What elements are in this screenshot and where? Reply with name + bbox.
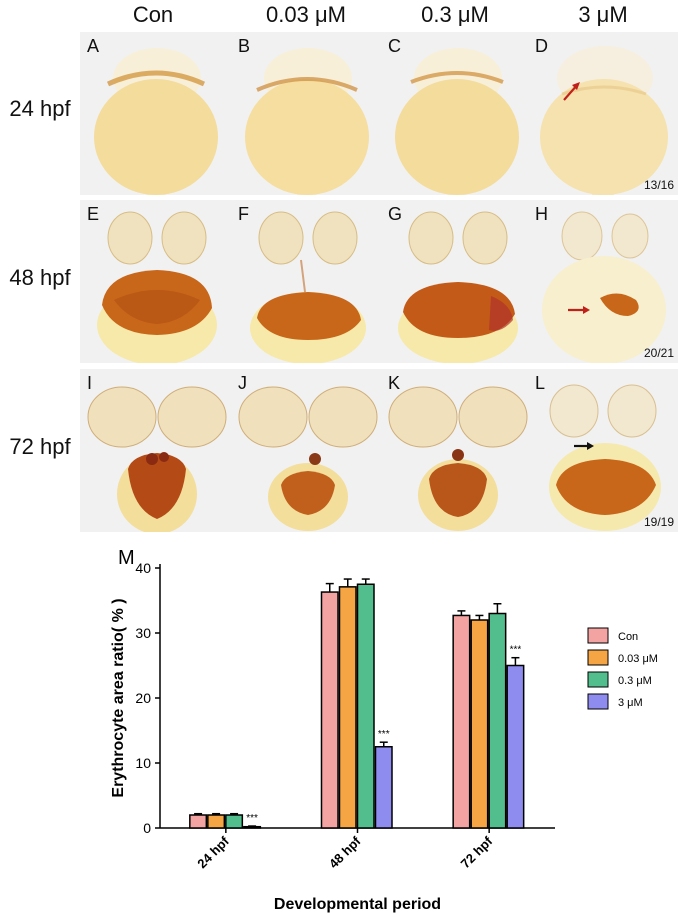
column-label-3: 3 μM — [578, 2, 628, 27]
column-label-0-03: 0.03 μM — [266, 2, 346, 27]
panel-i: I — [80, 369, 232, 532]
panel-letter-m: M — [118, 547, 135, 569]
panel-letter: D — [535, 36, 548, 56]
ratio-count: 20/21 — [643, 346, 674, 360]
legend-label: 3 μM — [618, 697, 643, 709]
ratio-count: 13/16 — [643, 178, 674, 192]
panel-letter: H — [535, 204, 548, 224]
bar — [225, 814, 244, 829]
bar — [243, 825, 262, 829]
panel-letter: A — [87, 36, 100, 56]
embryo-image — [395, 48, 519, 195]
legend-label: Con — [618, 631, 638, 643]
panel-letter: I — [87, 373, 93, 393]
embryo-image — [94, 48, 218, 195]
panel-d: D 13/16 — [528, 32, 678, 195]
panel-letter: B — [238, 36, 251, 56]
column-label-0-3: 0.3 μM — [421, 2, 489, 27]
significance-marker: *** — [246, 813, 258, 824]
bar — [488, 612, 507, 829]
y-tick-label: 40 — [135, 560, 151, 576]
embryo-image — [87, 386, 227, 532]
panel-g: G — [381, 200, 533, 363]
panel-l: L 19/19 — [528, 369, 678, 532]
legend-swatch — [587, 649, 609, 666]
embryo-image — [542, 211, 666, 363]
panel-h: H 20/21 — [528, 200, 678, 363]
panel-letter: G — [388, 204, 403, 224]
row-label-24hpf: 24 hpf — [9, 96, 71, 121]
panel-j: J — [231, 369, 383, 532]
legend-label: 0.03 μM — [618, 653, 658, 665]
y-tick-label: 30 — [135, 625, 151, 641]
significance-marker: *** — [510, 645, 522, 656]
bar — [470, 619, 489, 829]
panel-k: K — [381, 369, 533, 532]
panel-a: A — [80, 32, 232, 195]
x-tick-label: 48 hpf — [326, 833, 364, 871]
row-label-48hpf: 48 hpf — [9, 265, 71, 290]
bar — [506, 664, 525, 829]
ratio-count: 19/19 — [643, 515, 674, 529]
embryo-image — [398, 211, 518, 363]
significance-marker: *** — [378, 729, 390, 740]
x-tick-label: 24 hpf — [194, 833, 232, 871]
y-tick-label: 0 — [143, 820, 151, 836]
red-arrow-icon — [563, 82, 580, 101]
bar — [207, 814, 226, 829]
bar — [452, 614, 471, 829]
bar — [320, 591, 339, 829]
bar — [338, 586, 357, 829]
embryo-image — [97, 211, 217, 363]
x-tick-label: 72 hpf — [458, 833, 496, 871]
x-axis-title: Developmental period — [274, 896, 441, 913]
embryo-image — [250, 211, 366, 363]
red-arrow-icon — [568, 306, 590, 314]
panel-c: C — [381, 32, 533, 195]
embryo-image — [388, 386, 528, 531]
bar — [189, 814, 208, 829]
legend-label: 0.3 μM — [618, 675, 652, 687]
bar — [374, 746, 393, 829]
panel-letter: J — [238, 373, 247, 393]
black-arrow-icon — [574, 442, 594, 450]
panel-b: B — [231, 32, 383, 195]
bar-chart: M 0 10 20 30 40 *** *** *** 24 hpf 48 hpf 72 hpf… — [110, 547, 658, 913]
panel-letter: E — [87, 204, 100, 224]
legend-swatch — [587, 627, 609, 644]
row-label-72hpf: 72 hpf — [9, 434, 71, 459]
panel-letter: F — [238, 204, 249, 224]
column-label-con: Con — [132, 2, 174, 27]
panel-f: F — [231, 200, 383, 363]
panel-letter: K — [388, 373, 401, 393]
panel-letter: L — [535, 373, 546, 393]
panel-letter: C — [388, 36, 401, 56]
embryo-image — [549, 384, 661, 531]
legend-swatch — [587, 671, 609, 688]
embryo-image — [245, 48, 369, 195]
y-tick-label: 10 — [135, 755, 151, 771]
y-axis-title: Erythrocyte area ratio( % ) — [110, 598, 127, 797]
legend-swatch — [587, 693, 609, 710]
embryo-image — [238, 386, 378, 531]
y-tick-label: 20 — [135, 690, 151, 706]
embryo-image — [540, 46, 668, 195]
panel-e: E — [80, 200, 232, 363]
bar — [356, 583, 375, 829]
